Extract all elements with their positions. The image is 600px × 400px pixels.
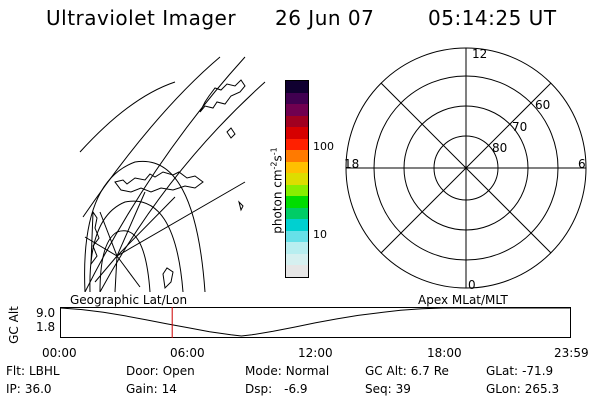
coastline xyxy=(114,171,204,193)
lat-arc xyxy=(89,200,184,292)
geographic-map xyxy=(79,56,266,292)
meridian-line xyxy=(114,255,118,292)
x-tick-1: 06:00 xyxy=(170,346,205,360)
altitude-curve xyxy=(60,307,570,337)
ip-field: IP: 36.0 xyxy=(6,382,52,396)
colorbar-segment xyxy=(286,127,308,139)
date-label: 26 Jun 07 xyxy=(275,6,375,30)
colorbar-segment xyxy=(286,92,308,105)
colorbar-segment xyxy=(286,207,308,220)
colorbar xyxy=(285,80,309,278)
gain-field: Gain: 14 xyxy=(126,382,177,396)
colorbar-segment xyxy=(286,242,308,254)
colorbar-tick-100: 100 xyxy=(313,140,334,153)
x-tick-2: 12:00 xyxy=(298,346,333,360)
orbit-y-top: 9.0 xyxy=(36,306,56,320)
lat-80-label: 80 xyxy=(492,141,508,155)
meridian-line xyxy=(116,191,146,257)
colorbar-segment xyxy=(286,184,308,197)
glon-field: GLon: 265.3 xyxy=(486,382,560,396)
meridian-line xyxy=(116,255,141,288)
glat-field: GLat: -71.9 xyxy=(486,364,554,378)
colorbar-tick-10: 10 xyxy=(313,228,327,241)
polar-plot xyxy=(345,47,587,289)
lat-arc xyxy=(79,81,176,153)
coastline xyxy=(226,127,236,139)
colorbar-segment xyxy=(286,104,308,116)
mlt-18-label: 18 xyxy=(344,157,360,171)
coastline xyxy=(90,210,100,266)
meridian-line xyxy=(116,181,246,257)
orbit-frame xyxy=(60,307,571,338)
colorbar-units-label: photon cm-2s-1 xyxy=(269,147,285,234)
instrument-title: Ultraviolet Imager xyxy=(46,6,237,30)
colorbar-segment xyxy=(286,219,308,231)
time-label: 05:14:25 UT xyxy=(428,6,557,30)
meridian-line xyxy=(116,196,176,257)
colorbar-segment xyxy=(286,80,308,93)
colorbar-segment xyxy=(286,196,308,208)
colorbar-segment xyxy=(286,150,308,162)
colorbar-segment xyxy=(286,115,308,128)
lat-arc xyxy=(82,56,221,218)
door-field: Door: Open xyxy=(126,364,195,378)
orbit-y-bottom: 1.8 xyxy=(36,320,56,334)
lat-arc xyxy=(84,160,206,292)
orbit-y-axis-label: GC Alt xyxy=(7,306,21,344)
meridian-line xyxy=(99,211,118,257)
lat-arc xyxy=(99,230,151,292)
coastline xyxy=(199,79,246,113)
mlt-0-label: 0 xyxy=(468,278,476,292)
lat-70-label: 70 xyxy=(512,120,528,134)
x-tick-0: 00:00 xyxy=(42,346,77,360)
colorbar-segment xyxy=(286,265,308,277)
colorbar-segment xyxy=(286,230,308,243)
lat-arc xyxy=(84,56,246,292)
meridian-line xyxy=(84,236,118,257)
orbit-altitude-strip xyxy=(60,307,571,338)
mlt-12-label: 12 xyxy=(472,47,488,61)
x-tick-3: 18:00 xyxy=(427,346,462,360)
colorbar-segment xyxy=(286,173,308,185)
geographic-title: Geographic Lat/Lon xyxy=(70,293,188,307)
mode-field: Mode: Normal xyxy=(245,364,330,378)
colorbar-segment xyxy=(286,161,308,174)
dsp-field: Dsp: -6.9 xyxy=(245,382,308,396)
meridian-line xyxy=(94,255,118,283)
lat-60-label: 60 xyxy=(535,98,551,112)
gcalt-field: GC Alt: 6.7 Re xyxy=(365,364,449,378)
mlt-6-label: 6 xyxy=(578,157,586,171)
colorbar-segment xyxy=(286,253,308,266)
apex-title: Apex MLat/MLT xyxy=(418,293,508,307)
seq-field: Seq: 39 xyxy=(365,382,411,396)
x-tick-4: 23:59 xyxy=(554,346,589,360)
colorbar-segment xyxy=(286,138,308,151)
coastline xyxy=(162,267,174,290)
flt-field: Flt: LBHL xyxy=(6,364,60,378)
mlt-diagonal xyxy=(380,82,552,254)
coastline xyxy=(238,200,244,212)
